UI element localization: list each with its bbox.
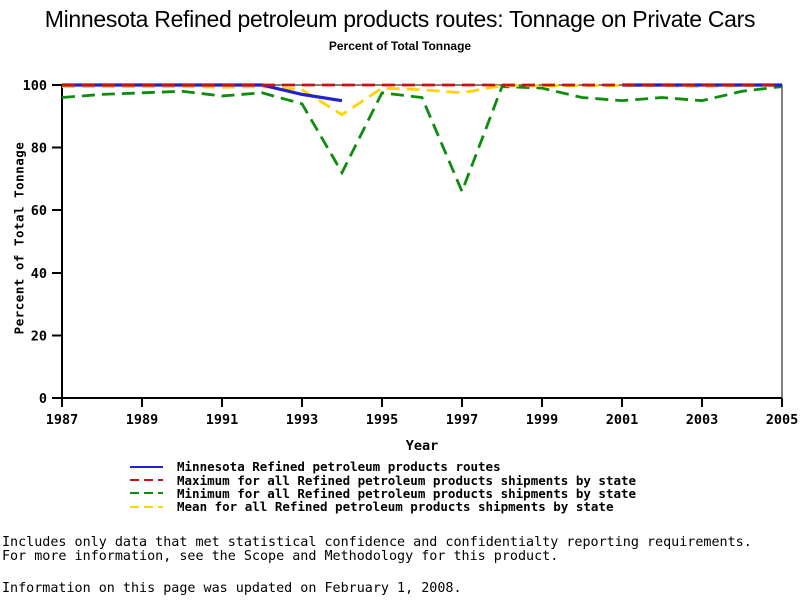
- y-tick-label: 80: [31, 141, 47, 157]
- x-tick-label: 2001: [606, 412, 639, 428]
- x-tick-label: 1989: [126, 412, 159, 428]
- plot-frame: [61, 84, 783, 399]
- y-tick-label: 100: [23, 78, 47, 94]
- legend-label: Minimum for all Refined petroleum produc…: [177, 485, 637, 501]
- chart-subtitle: Percent of Total Tonnage: [328, 39, 472, 53]
- legend-item-maximum: Maximum for all Refined petroleum produc…: [130, 472, 637, 488]
- y-axis-title: Percent of Total Tonnage: [11, 141, 27, 335]
- x-tick-label: 1991: [206, 412, 239, 428]
- legend-line-swatch-minimum: [130, 492, 163, 495]
- legend-label: Minnesota Refined petroleum products rou…: [177, 459, 501, 475]
- plot-area: 0 20 40 60 80 100 1987 1989 1991 1993 1995 1997 1999…: [23, 78, 799, 428]
- y-tick-label: 60: [31, 203, 47, 219]
- legend: Minnesota Refined petroleum products rou…: [130, 459, 637, 515]
- x-tick-label: 2003: [686, 412, 719, 428]
- footnote-line-1: Includes only data that met statistical …: [2, 535, 752, 550]
- x-tick-label: 1987: [46, 412, 79, 428]
- y-tick-label: 0: [39, 391, 47, 407]
- legend-label: Mean for all Refined petroleum products …: [177, 499, 614, 515]
- footnote-updated: Information on this page was updated on …: [2, 581, 462, 596]
- y-tick-label: 20: [31, 328, 47, 344]
- x-tick-label: 1997: [446, 412, 479, 428]
- legend-item-minnesota: Minnesota Refined petroleum products rou…: [130, 459, 636, 475]
- legend-item-minimum: Minimum for all Refined petroleum produc…: [130, 485, 637, 501]
- x-tick-label: 2005: [766, 412, 799, 428]
- series-line-2: [61, 85, 783, 196]
- legend-label: Maximum for all Refined petroleum produc…: [177, 472, 637, 488]
- legend-line-swatch-mean: [130, 505, 163, 508]
- chart-title: Minnesota Refined petroleum products rou…: [44, 6, 756, 32]
- series-line-3: [62, 83, 783, 117]
- legend-item-mean: Mean for all Refined petroleum products …: [130, 499, 636, 515]
- x-tick-label: 1995: [366, 412, 399, 428]
- legend-line-swatch-minnesota: [130, 465, 163, 468]
- legend-line-swatch-maximum: [130, 479, 163, 482]
- footnote-line-2: For more information, see the Scope and …: [2, 549, 559, 564]
- y-tick-label: 40: [31, 266, 47, 282]
- x-tick-label: 1999: [526, 412, 559, 428]
- x-tick-label: 1993: [286, 412, 319, 428]
- x-axis-title: Year: [405, 438, 439, 454]
